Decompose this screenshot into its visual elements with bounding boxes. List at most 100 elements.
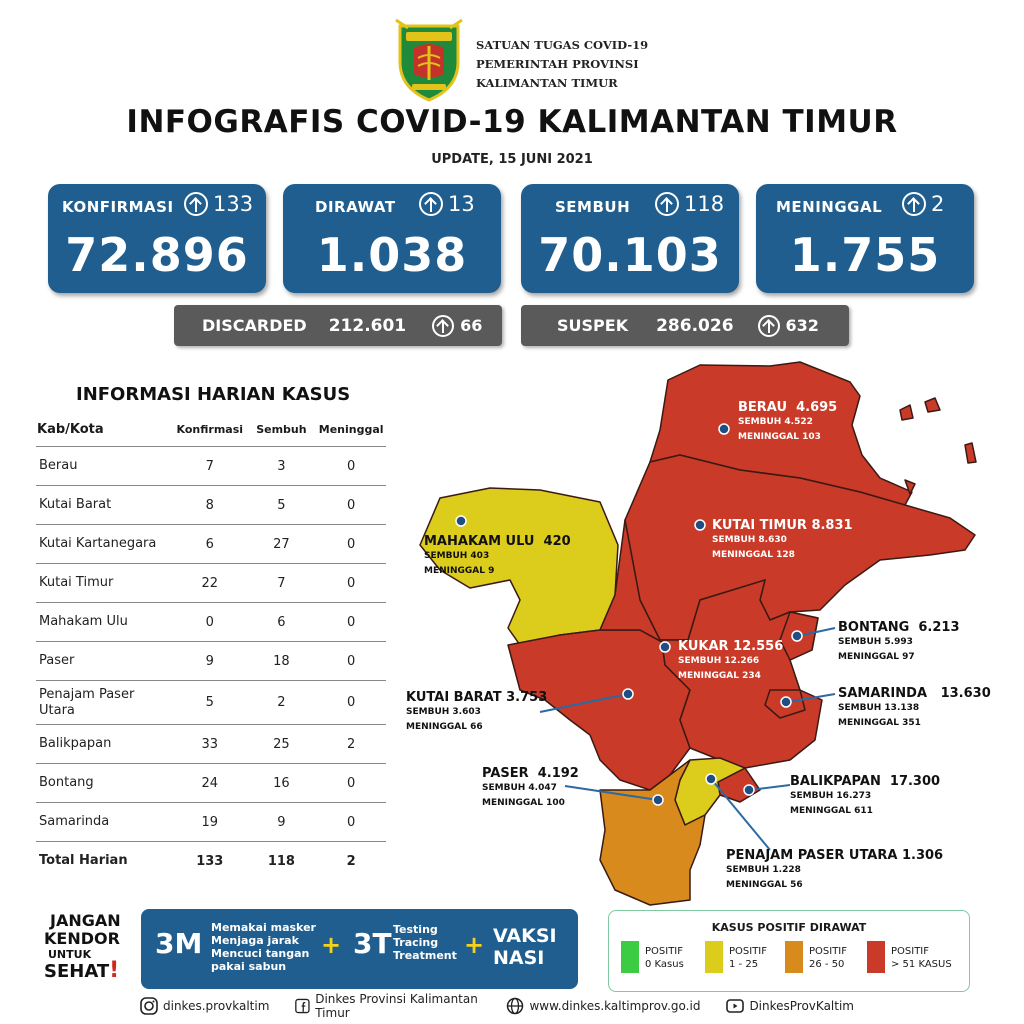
cell-konfirmasi: 19: [173, 802, 247, 842]
legend-label-line2: 1 - 25: [729, 959, 759, 970]
dot-mahakam-ulu: [455, 515, 467, 527]
cell-meninggal: 0: [316, 763, 386, 803]
kutai-barat-name: KUTAI BARAT: [406, 690, 502, 705]
meninggal-increase: 2: [902, 192, 944, 216]
cell-konfirmasi: 33: [173, 724, 247, 764]
kutai-barat-meninggal: MENINGGAL 66: [406, 722, 483, 732]
cell-meninggal: 0: [316, 680, 386, 725]
discarded-label: DISCARDED: [202, 316, 307, 335]
bontang-meninggal: MENINGGAL 97: [838, 652, 915, 662]
dot-kukar: [659, 641, 671, 653]
cell-konfirmasi: 7: [173, 446, 247, 486]
dot-samarinda: [780, 696, 792, 708]
balikpapan-sembuh: SEMBUH 16.273: [790, 791, 872, 801]
balikpapan-total: 17.300: [889, 774, 941, 789]
cell-meninggal: 2: [316, 724, 386, 764]
cell-sembuh: 9: [246, 802, 317, 842]
berau-sembuh: SEMBUH 4.522: [738, 417, 813, 427]
dirawat-value: 1.038: [316, 228, 468, 282]
cell-total-konfirmasi: 133: [196, 853, 224, 869]
cell-konfirmasi: 8: [173, 485, 247, 525]
konfirmasi-value: 72.896: [65, 228, 249, 282]
cell-konfirmasi: 0: [173, 602, 247, 642]
suspek-value: 286.026: [656, 315, 734, 336]
cell-meninggal: 0: [316, 602, 386, 642]
plus-sign: +: [321, 931, 342, 959]
konfirmasi-card: KONFIRMASI 133 72.896: [48, 184, 266, 293]
header-konfirmasi: Konfirmasi: [173, 412, 247, 447]
map-legend: KASUS POSITIF DIRAWAT POSITIF 0 Kasus PO…: [608, 910, 970, 992]
meninggal-label: MENINGGAL: [776, 198, 883, 216]
legend-swatch-green: [621, 941, 639, 973]
slogan-untuk: UNTUK: [48, 948, 92, 961]
footer-website[interactable]: www.dinkes.kaltimprov.go.id: [506, 997, 700, 1015]
org-line-3: KALIMANTAN TIMUR: [476, 76, 618, 90]
dot-ppu: [705, 773, 717, 785]
cell-sembuh: 6: [246, 602, 317, 642]
bontang-name: BONTANG: [838, 620, 910, 635]
cell-total-sembuh: 118: [267, 853, 295, 869]
youtube-icon: [726, 999, 745, 1013]
slogan-jangan: JANGAN: [50, 911, 121, 930]
dot-bontang: [791, 630, 803, 642]
meninggal-increase-value: 2: [931, 192, 945, 216]
campaign-3m-list: Memakai masker Menjaga jarak Mencuci tan…: [211, 921, 316, 973]
instagram-icon: [140, 997, 158, 1015]
dirawat-card: DIRAWAT 13 1.038: [283, 184, 501, 293]
leader-line-ppu: [711, 779, 771, 851]
campaign-vaksinasi: VAKSI NASI: [493, 925, 557, 969]
paser-meninggal: MENINGGAL 100: [482, 798, 565, 808]
meninggal-card: MENINGGAL 2 1.755: [756, 184, 974, 293]
arrow-up-circle-icon: [184, 192, 208, 216]
youtube-channel: DinkesProvKaltim: [749, 999, 854, 1013]
3t-item: Treatment: [393, 949, 457, 962]
cell-total-label: Total Harian: [39, 853, 128, 868]
table-title: INFORMASI HARIAN KASUS: [76, 384, 351, 405]
website-url: www.dinkes.kaltimprov.go.id: [529, 999, 701, 1013]
legend-label-line1: POSITIF: [891, 946, 930, 957]
table-row: Kutai Kartanegara 6 27 0: [36, 524, 386, 564]
cell-region: Kutai Timur: [36, 563, 174, 603]
cell-region: Berau: [36, 446, 174, 486]
suspek-bar: SUSPEK 286.026 632: [521, 305, 849, 346]
map-island: [904, 479, 916, 495]
samarinda-meninggal: MENINGGAL 351: [838, 718, 921, 728]
cell-konfirmasi: 6: [173, 524, 247, 564]
samarinda-sembuh: SEMBUH 13.138: [838, 703, 920, 713]
discarded-increase: 66: [460, 316, 483, 335]
header-sembuh: Sembuh: [246, 412, 317, 447]
leader-line-balikpapan: [749, 784, 791, 791]
cell-total-meninggal: 2: [346, 853, 356, 869]
ppu-name: PENAJAM PASER UTARA: [726, 848, 898, 863]
legend-swatch-yellow: [705, 941, 723, 973]
mahakam-ulu-sembuh: SEMBUH 403: [424, 551, 490, 561]
cell-region: Balikpapan: [36, 724, 174, 764]
table-row: Bontang 24 16 0: [36, 763, 386, 803]
cell-sembuh: 3: [246, 446, 317, 486]
kutai-barat-total: 3.753: [506, 690, 548, 705]
legend-label-line2: 0 Kasus: [645, 959, 684, 970]
table-row: Kutai Timur 22 7 0: [36, 563, 386, 603]
balikpapan-name: BALIKPAPAN: [790, 774, 881, 789]
facebook-icon: [295, 998, 311, 1014]
table-row: Berau 7 3 0: [36, 446, 386, 486]
arrow-up-circle-icon: [902, 192, 926, 216]
legend-label-line1: POSITIF: [809, 946, 848, 957]
footer-facebook[interactable]: Dinkes Provinsi Kalimantan Timur: [295, 992, 480, 1020]
label-kukar: KUKAR 12.556 SEMBUH 12.266 MENINGGAL 234: [678, 639, 783, 684]
table-row: Paser 9 18 0: [36, 641, 386, 681]
label-paser: PASER 4.192 SEMBUH 4.047 MENINGGAL 100: [482, 766, 579, 811]
sembuh-label: SEMBUH: [555, 198, 631, 216]
dot-paser: [652, 794, 664, 806]
cell-meninggal: 0: [316, 446, 386, 486]
dirawat-increase: 13: [419, 192, 475, 216]
footer-youtube[interactable]: DinkesProvKaltim: [726, 997, 854, 1015]
footer-instagram[interactable]: dinkes.provkaltim: [140, 997, 269, 1015]
dirawat-label: DIRAWAT: [315, 198, 396, 216]
cell-sembuh: 18: [246, 641, 317, 681]
label-mahakam-ulu: MAHAKAM ULU 420 SEMBUH 403 MENINGGAL 9: [424, 534, 571, 579]
paser-total: 4.192: [537, 766, 579, 781]
facebook-page: Dinkes Provinsi Kalimantan Timur: [315, 992, 478, 1020]
dot-kutai-barat: [622, 688, 634, 700]
vaksi-line-2: NASI: [493, 947, 545, 969]
